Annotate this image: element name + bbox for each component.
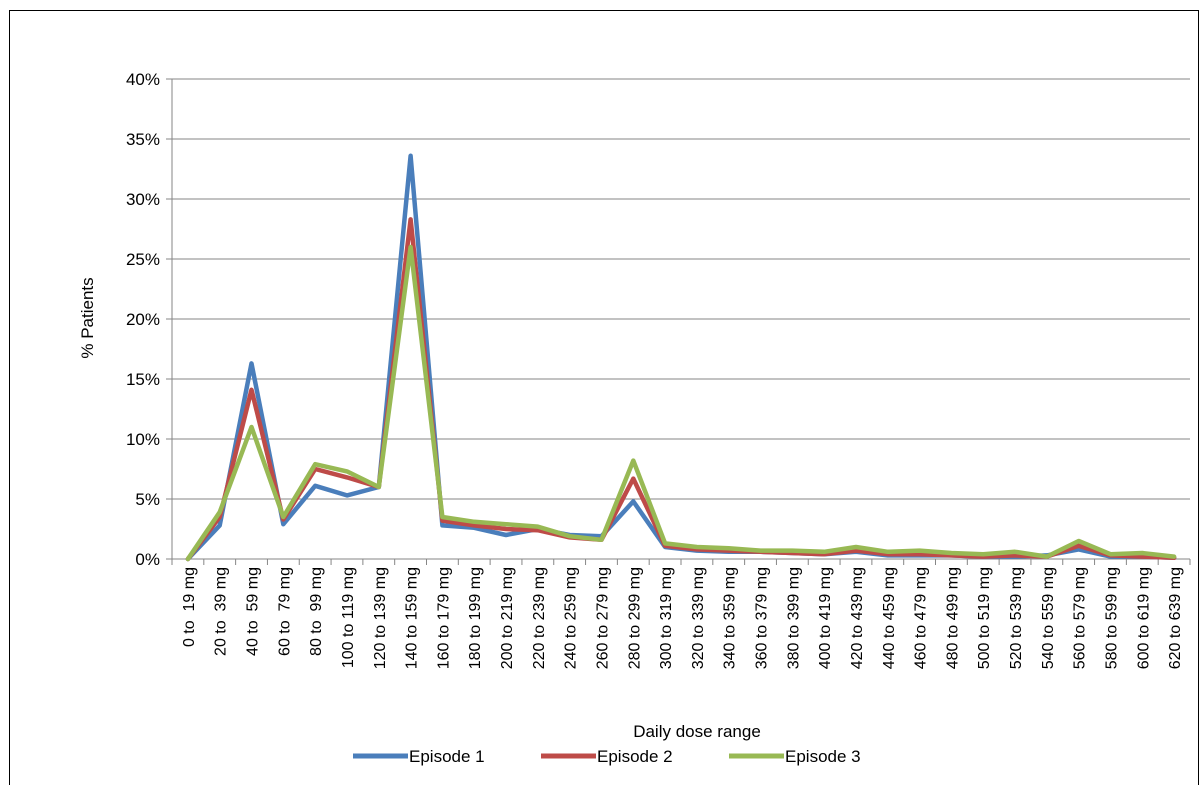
x-tick-label: 480 to 499 mg <box>944 567 961 669</box>
y-tick-labels: 0% 5% 10% 15% 20% 25% 30% 35% 40% <box>126 70 160 569</box>
x-tick-label: 360 to 379 mg <box>754 567 771 669</box>
x-tick-label: 580 to 599 mg <box>1103 567 1120 669</box>
gridlines <box>172 78 1190 500</box>
x-tick-labels: 0 to 19 mg 20 to 39 mg 40 to 59 mg 60 to 79… <box>181 567 1184 669</box>
x-tick-label: 60 to 79 mg <box>276 567 293 656</box>
axes <box>166 78 1191 565</box>
line-chart: 0% 5% 10% 15% 20% 25% 30% 35% 40% 0 to 19 mg 20 t… <box>78 70 1191 766</box>
x-tick-label: 180 to 199 mg <box>467 567 484 669</box>
legend-label: Episode 1 <box>409 747 485 766</box>
x-tick-label: 420 to 439 mg <box>849 567 866 669</box>
y-tick-label: 5% <box>135 490 160 509</box>
chart-frame: 0% 5% 10% 15% 20% 25% 30% 35% 40% 0 to 19 mg 20 t… <box>9 10 1199 785</box>
x-tick-label: 300 to 319 mg <box>658 567 675 669</box>
x-tick-label: 160 to 179 mg <box>435 567 452 669</box>
x-tick-label: 120 to 139 mg <box>372 567 389 669</box>
x-tick-label: 500 to 519 mg <box>976 567 993 669</box>
x-tick-label: 140 to 159 mg <box>404 567 421 669</box>
x-tick-label: 200 to 219 mg <box>499 567 516 669</box>
x-tick-label: 220 to 239 mg <box>531 567 548 669</box>
x-tick-label: 400 to 419 mg <box>817 567 834 669</box>
series-line-episode-2 <box>185 217 1177 562</box>
series-line-episode-3 <box>185 244 1177 562</box>
y-tick-label: 10% <box>126 430 160 449</box>
x-tick-label: 80 to 99 mg <box>308 567 325 656</box>
x-tick-label: 600 to 619 mg <box>1135 567 1152 669</box>
x-tick-label: 240 to 259 mg <box>563 567 580 669</box>
x-tick-label: 340 to 359 mg <box>722 567 739 669</box>
x-tick-label: 540 to 559 mg <box>1040 567 1057 669</box>
x-tick-label: 620 to 639 mg <box>1167 567 1184 669</box>
y-tick-label: 40% <box>126 70 160 89</box>
x-tick-label: 320 to 339 mg <box>690 567 707 669</box>
y-tick-label: 0% <box>135 550 160 569</box>
x-tick-label: 100 to 119 mg <box>340 567 357 668</box>
y-tick-label: 15% <box>126 370 160 389</box>
x-tick-label: 0 to 19 mg <box>181 567 198 647</box>
legend-label: Episode 3 <box>785 747 861 766</box>
legend-label: Episode 2 <box>597 747 673 766</box>
y-tick-label: 30% <box>126 190 160 209</box>
legend: Episode 1 Episode 2 Episode 3 <box>353 747 861 766</box>
y-tick-label: 25% <box>126 250 160 269</box>
y-tick-label: 20% <box>126 310 160 329</box>
x-tick-label: 260 to 279 mg <box>594 567 611 669</box>
x-axis-label: Daily dose range <box>633 722 761 741</box>
x-tick-label: 520 to 539 mg <box>1008 567 1025 669</box>
x-tick-label: 280 to 299 mg <box>626 567 643 669</box>
x-tick-label: 560 to 579 mg <box>1072 567 1089 669</box>
y-tick-label: 35% <box>126 130 160 149</box>
x-tick-label: 440 to 459 mg <box>881 567 898 669</box>
x-tick-label: 460 to 479 mg <box>913 567 930 669</box>
series-lines <box>185 153 1177 562</box>
x-tick-label: 20 to 39 mg <box>213 567 230 656</box>
x-tick-label: 380 to 399 mg <box>785 567 802 669</box>
x-tick-label: 40 to 59 mg <box>245 567 262 656</box>
y-axis-label: % Patients <box>78 277 97 358</box>
